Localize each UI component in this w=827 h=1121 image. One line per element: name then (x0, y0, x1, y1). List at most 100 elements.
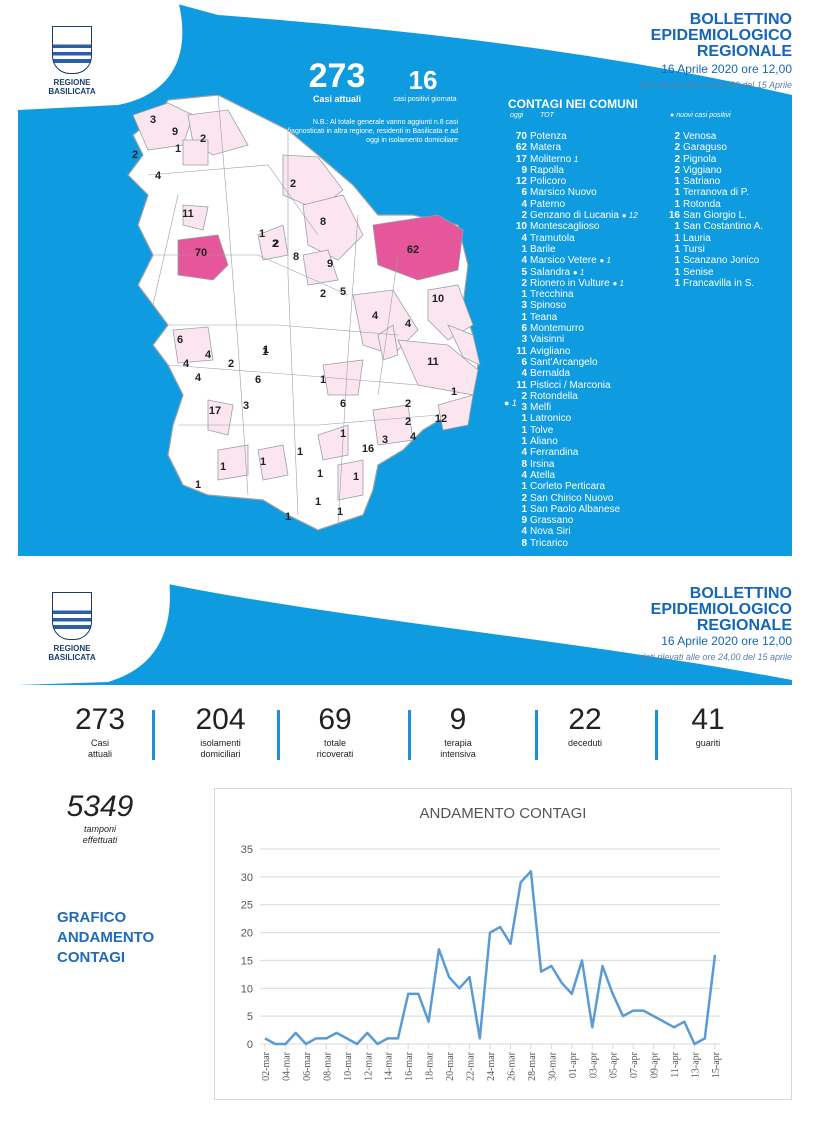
stat-separator (277, 710, 280, 760)
municipality-shape (302, 249, 339, 286)
contagi-item: 1 Satriano (674, 176, 721, 188)
map-count-label: 4 (155, 170, 162, 182)
contagi-item: 4 Nova Siri (521, 526, 571, 538)
bulletin-title-2: BOLLETTINO EPIDEMIOLOGICO REGIONALE (650, 585, 792, 634)
x-tick-label: 04-mar (281, 1051, 292, 1081)
map-count-label: 1 (315, 496, 321, 508)
line-chart: 0 5 10 15 20 25 30 35 02-mar 04-mar 06-mar 08-mar 10… (241, 844, 722, 1081)
x-tick-label: 01-apr (568, 1051, 579, 1078)
map-count-label: 16 (362, 443, 374, 455)
contagi-list-left: 70 Potenza 62 Matera 17 Moliterno 1 9 Rapolla… (505, 131, 638, 549)
contagi-item: 8 Tricarico (521, 537, 568, 549)
contagi-item: 1 Corleto Perticara (521, 481, 606, 493)
map-count-label: 4 (195, 372, 202, 384)
contagi-item: 1 Aliano (521, 436, 558, 448)
bulletin-subtitle-2: dati rilevati alle ore 24,00 del 15 apri… (640, 652, 792, 662)
map-count-label: 2 (272, 238, 278, 250)
map-count-label: 6 (340, 398, 346, 410)
map-count-label: 62 (407, 244, 419, 256)
contagi-item: 2 Rionero in Vulture ● 1 (521, 277, 624, 289)
contagi-item: 16 San Giorgio L. (668, 210, 747, 222)
x-tick-label: 18-mar (425, 1051, 436, 1081)
bulletin-date-2: 16 Aprile 2020 ore 12,00 (661, 634, 792, 648)
x-tick-label: 13-apr (691, 1051, 702, 1078)
stat-label: isolamenti domiciliari (200, 738, 241, 759)
map-count-label: 11 (427, 356, 439, 368)
y-tick-label: 35 (241, 844, 253, 856)
contagi-item: 62 Matera (515, 142, 562, 154)
map-count-label: 3 (243, 400, 249, 412)
map-panel: REGIONE BASILICATA BOLLETTINO EPIDEMIOLO… (18, 0, 792, 556)
map-count-label: 1 (260, 456, 266, 468)
municipality-shape (317, 424, 349, 461)
map-count-label: 10 (432, 293, 444, 305)
municipality-shape (372, 214, 464, 281)
contagi-item: 6 Montemurro (521, 323, 584, 335)
contagi-item: 11 Avigliano (516, 345, 571, 357)
municipality-shape (257, 444, 289, 481)
stat-label: guariti (695, 738, 721, 748)
map-count-label: 3 (150, 114, 156, 126)
map-count-label: 8 (293, 251, 299, 263)
contagi-item: 70 Potenza (515, 131, 567, 142)
contagi-item: 2 Rotondella (521, 390, 578, 402)
contagi-item: 1 Barile (521, 243, 556, 255)
map-count-label: 4 (205, 349, 212, 361)
municipality-shape (372, 404, 414, 446)
municipality-shape (397, 339, 479, 396)
contagi-item: 2 Venosa (674, 131, 717, 142)
map-count-label: 1 (297, 446, 303, 458)
region-logo-2: REGIONE BASILICATA (42, 592, 102, 662)
stat-3: 9 terapia intensiva (418, 702, 498, 760)
y-tick-label: 15 (241, 955, 253, 967)
map-count-label: 70 (195, 247, 207, 259)
contagi-item: 3 Spinoso (521, 300, 567, 312)
x-tick-label: 16-mar (404, 1051, 415, 1081)
y-tick-label: 0 (247, 1039, 253, 1051)
contagi-item: 3 Vaisinni (521, 334, 565, 346)
region-shield-icon (52, 26, 92, 74)
contagi-item: 4 Ferrandina (521, 447, 579, 459)
boundary-line (287, 130, 299, 516)
map-count-label: 1 (220, 461, 226, 473)
contagi-item: 1 Senise (674, 266, 714, 278)
current-cases-value: 273 (308, 57, 366, 95)
bulletin-title: BOLLETTINO EPIDEMIOLOGICO REGIONALE (650, 11, 792, 60)
contagi-item: 2 Pignola (674, 153, 717, 165)
map-count-label: 1 (195, 479, 201, 491)
municipality-shape (177, 234, 229, 281)
stat-label: deceduti (567, 738, 603, 748)
contagi-item: 2 San Chirico Nuovo (521, 492, 614, 504)
stat-value: 9 (449, 703, 467, 736)
map-count-label: 9 (172, 126, 178, 138)
summary-note: N.B.: Al totale generale vanno aggiunti … (285, 119, 458, 144)
x-tick-label: 03-apr (588, 1051, 599, 1078)
x-tick-label: 10-mar (343, 1051, 354, 1081)
map-count-label: 17 (209, 405, 221, 417)
x-tick-label: 20-mar (445, 1051, 456, 1081)
map-count-label: 1 (263, 344, 269, 356)
municipality-shape (132, 102, 194, 151)
contagi-item: 1 San Costantino A. (674, 221, 764, 233)
contagi-item: 1 Rotonda (674, 198, 721, 210)
contagi-item: 1 Tolve (521, 424, 554, 436)
map-count-label: 1 (259, 228, 265, 240)
contagi-col-tot: TOT (540, 112, 554, 119)
municipality-shape (207, 399, 234, 436)
x-tick-label: 05-apr (609, 1051, 620, 1078)
map-count-label: 5 (340, 286, 346, 298)
municipality-shape (172, 326, 214, 364)
chart-title: ANDAMENTO CONTAGI (419, 805, 587, 822)
contagi-item: 11 Pisticci / Marconia (516, 379, 611, 391)
boundary-line (217, 95, 249, 496)
contagi-item: 4 Atella (521, 469, 556, 481)
map-count-label: 6 (255, 374, 261, 386)
boundary-line (168, 324, 399, 336)
current-cases-label: Casi attuali (312, 94, 361, 104)
contagi-item: 2 Viggiano (674, 164, 722, 176)
stat-2: 69 totale ricoverati (295, 702, 375, 760)
contagi-item: 1 Scanzano Jonico (674, 255, 760, 267)
contagi-item: 12 Policoro (515, 176, 567, 188)
contagi-item: 1 Lauria (674, 232, 711, 244)
x-tick-label: 28-mar (527, 1051, 538, 1081)
